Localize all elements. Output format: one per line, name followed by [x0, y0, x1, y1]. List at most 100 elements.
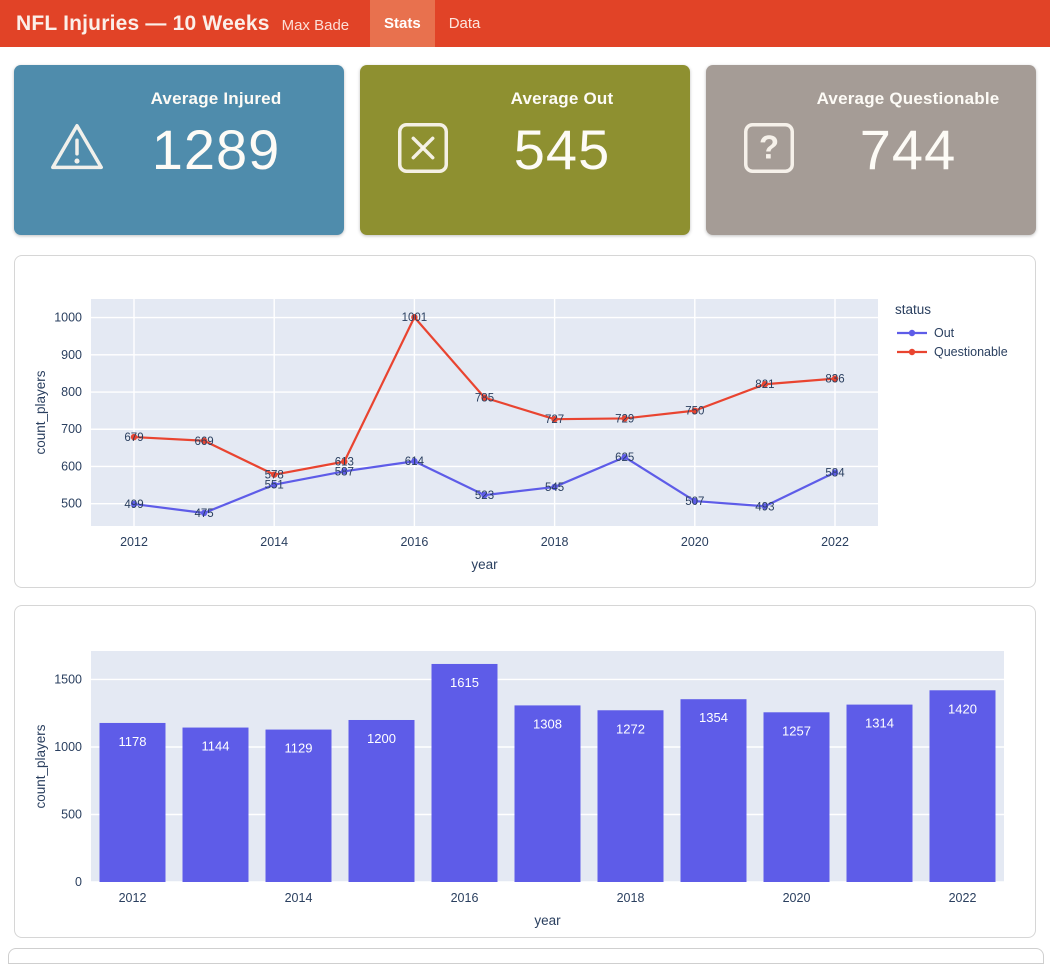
bar-label: 1272	[616, 721, 645, 736]
legend-item-questionable[interactable]: Questionable	[897, 345, 1008, 359]
bar[interactable]	[265, 729, 332, 882]
data-point[interactable]	[341, 458, 348, 465]
stat-cards-row: Average Injured 1289 Average Out 545 ? A…	[14, 65, 1036, 235]
x-tick-label: 2012	[120, 535, 148, 549]
app-subtitle: Max Bade	[281, 17, 350, 34]
data-point[interactable]	[200, 437, 208, 444]
data-point[interactable]	[130, 500, 138, 508]
bar[interactable]	[99, 722, 166, 882]
data-point[interactable]	[341, 468, 348, 475]
stat-card-average-out: Average Out 545	[360, 65, 690, 235]
point-label: 750	[685, 406, 704, 418]
bar-label: 1308	[533, 716, 562, 731]
bar-label: 1200	[367, 731, 396, 746]
data-point[interactable]	[551, 483, 558, 491]
svg-text:?: ?	[759, 129, 779, 166]
point-label: 613	[335, 457, 354, 469]
point-label: 551	[265, 480, 284, 492]
bar[interactable]	[348, 719, 415, 882]
plot-area[interactable]	[91, 299, 878, 526]
x-tick-label: 2014	[285, 891, 313, 905]
legend-title: status	[895, 302, 931, 317]
tab-stats[interactable]: Stats	[370, 0, 435, 47]
data-point[interactable]	[271, 471, 278, 478]
x-axis-title: year	[471, 557, 498, 572]
data-point[interactable]	[551, 415, 558, 423]
bar[interactable]	[182, 727, 249, 882]
tab-bar: Stats Data	[370, 0, 494, 47]
point-label: 584	[825, 467, 845, 479]
data-point[interactable]	[621, 415, 628, 422]
tab-data[interactable]: Data	[448, 15, 481, 32]
bar-label: 1314	[865, 716, 894, 731]
question-square-icon: ?	[738, 117, 800, 179]
data-point[interactable]	[831, 375, 839, 382]
data-point[interactable]	[411, 314, 418, 321]
bar[interactable]	[846, 704, 913, 882]
y-tick-label: 500	[61, 497, 82, 511]
bar[interactable]	[597, 710, 664, 882]
x-tick-label: 2022	[821, 535, 849, 549]
data-point[interactable]	[691, 497, 698, 505]
bar-chart-card: 0 500 1000 1500 1178 1144 1129 1200 1615 1308 1272…	[14, 605, 1036, 938]
point-label: 727	[545, 414, 564, 426]
line-chart[interactable]: 2012 2014 2016 2018 2020 2022 500 600 700 800 900 1…	[15, 256, 1035, 585]
x-tick-label: 2016	[451, 891, 479, 905]
bar-label: 1178	[119, 734, 147, 749]
x-tick-label: 2020	[783, 891, 811, 905]
data-point[interactable]	[411, 458, 418, 465]
bar-label: 1354	[699, 710, 728, 725]
x-tick-label: 2018	[541, 535, 569, 549]
point-label: 821	[755, 379, 774, 391]
point-label: 669	[195, 436, 214, 448]
x-tick-label: 2018	[617, 891, 645, 905]
bar-label: 1420	[948, 701, 977, 716]
x-tick-label: 2022	[949, 891, 977, 905]
legend-item-out[interactable]: Out	[897, 326, 955, 340]
bar-label: 1257	[782, 723, 811, 738]
bar[interactable]	[763, 712, 830, 882]
bar-chart[interactable]: 0 500 1000 1500 1178 1144 1129 1200 1615 1308 1272…	[15, 606, 1035, 935]
y-axis-title: count_players	[33, 370, 48, 454]
point-label: 625	[615, 452, 634, 464]
legend-swatch-point	[908, 329, 916, 337]
legend-label: Out	[934, 326, 955, 340]
bar[interactable]	[929, 690, 996, 882]
stat-card-value: 545	[513, 118, 611, 181]
data-point[interactable]	[761, 503, 769, 510]
x-tick-label: 2016	[400, 535, 428, 549]
y-tick-label: 600	[61, 459, 82, 473]
y-tick-label: 1000	[54, 311, 82, 325]
y-axis-title: count_players	[33, 724, 48, 808]
app-title: NFL Injuries — 10 Weeks	[16, 11, 270, 35]
point-label: 507	[685, 496, 704, 508]
bar-label: 1129	[285, 741, 313, 756]
x-tick-label: 2014	[260, 535, 288, 549]
bar-label: 1144	[202, 739, 230, 754]
legend-swatch-point	[908, 348, 916, 356]
point-label: 729	[615, 413, 634, 425]
data-point[interactable]	[621, 453, 628, 461]
stat-card-title: Average Out	[510, 89, 614, 108]
data-point[interactable]	[481, 394, 488, 401]
app-header: NFL Injuries — 10 Weeks Max Bade Stats D…	[0, 0, 1050, 47]
point-label: 493	[755, 501, 774, 513]
bar[interactable]	[514, 705, 581, 882]
data-point[interactable]	[481, 491, 488, 499]
x-axis-title: year	[534, 913, 561, 928]
y-tick-label: 500	[61, 807, 82, 821]
data-point[interactable]	[200, 509, 208, 517]
data-point[interactable]	[691, 407, 698, 414]
point-label: 587	[335, 466, 354, 478]
y-tick-label: 0	[75, 875, 82, 889]
bar[interactable]	[680, 699, 747, 882]
y-tick-label: 900	[61, 348, 82, 362]
point-label: 475	[195, 508, 214, 520]
stat-card-average-injured: Average Injured 1289	[14, 65, 344, 235]
bar[interactable]	[431, 663, 498, 882]
x-tick-label: 2020	[681, 535, 709, 549]
data-point[interactable]	[130, 433, 138, 441]
data-point[interactable]	[761, 381, 769, 388]
data-point[interactable]	[271, 481, 278, 488]
data-point[interactable]	[831, 469, 839, 476]
